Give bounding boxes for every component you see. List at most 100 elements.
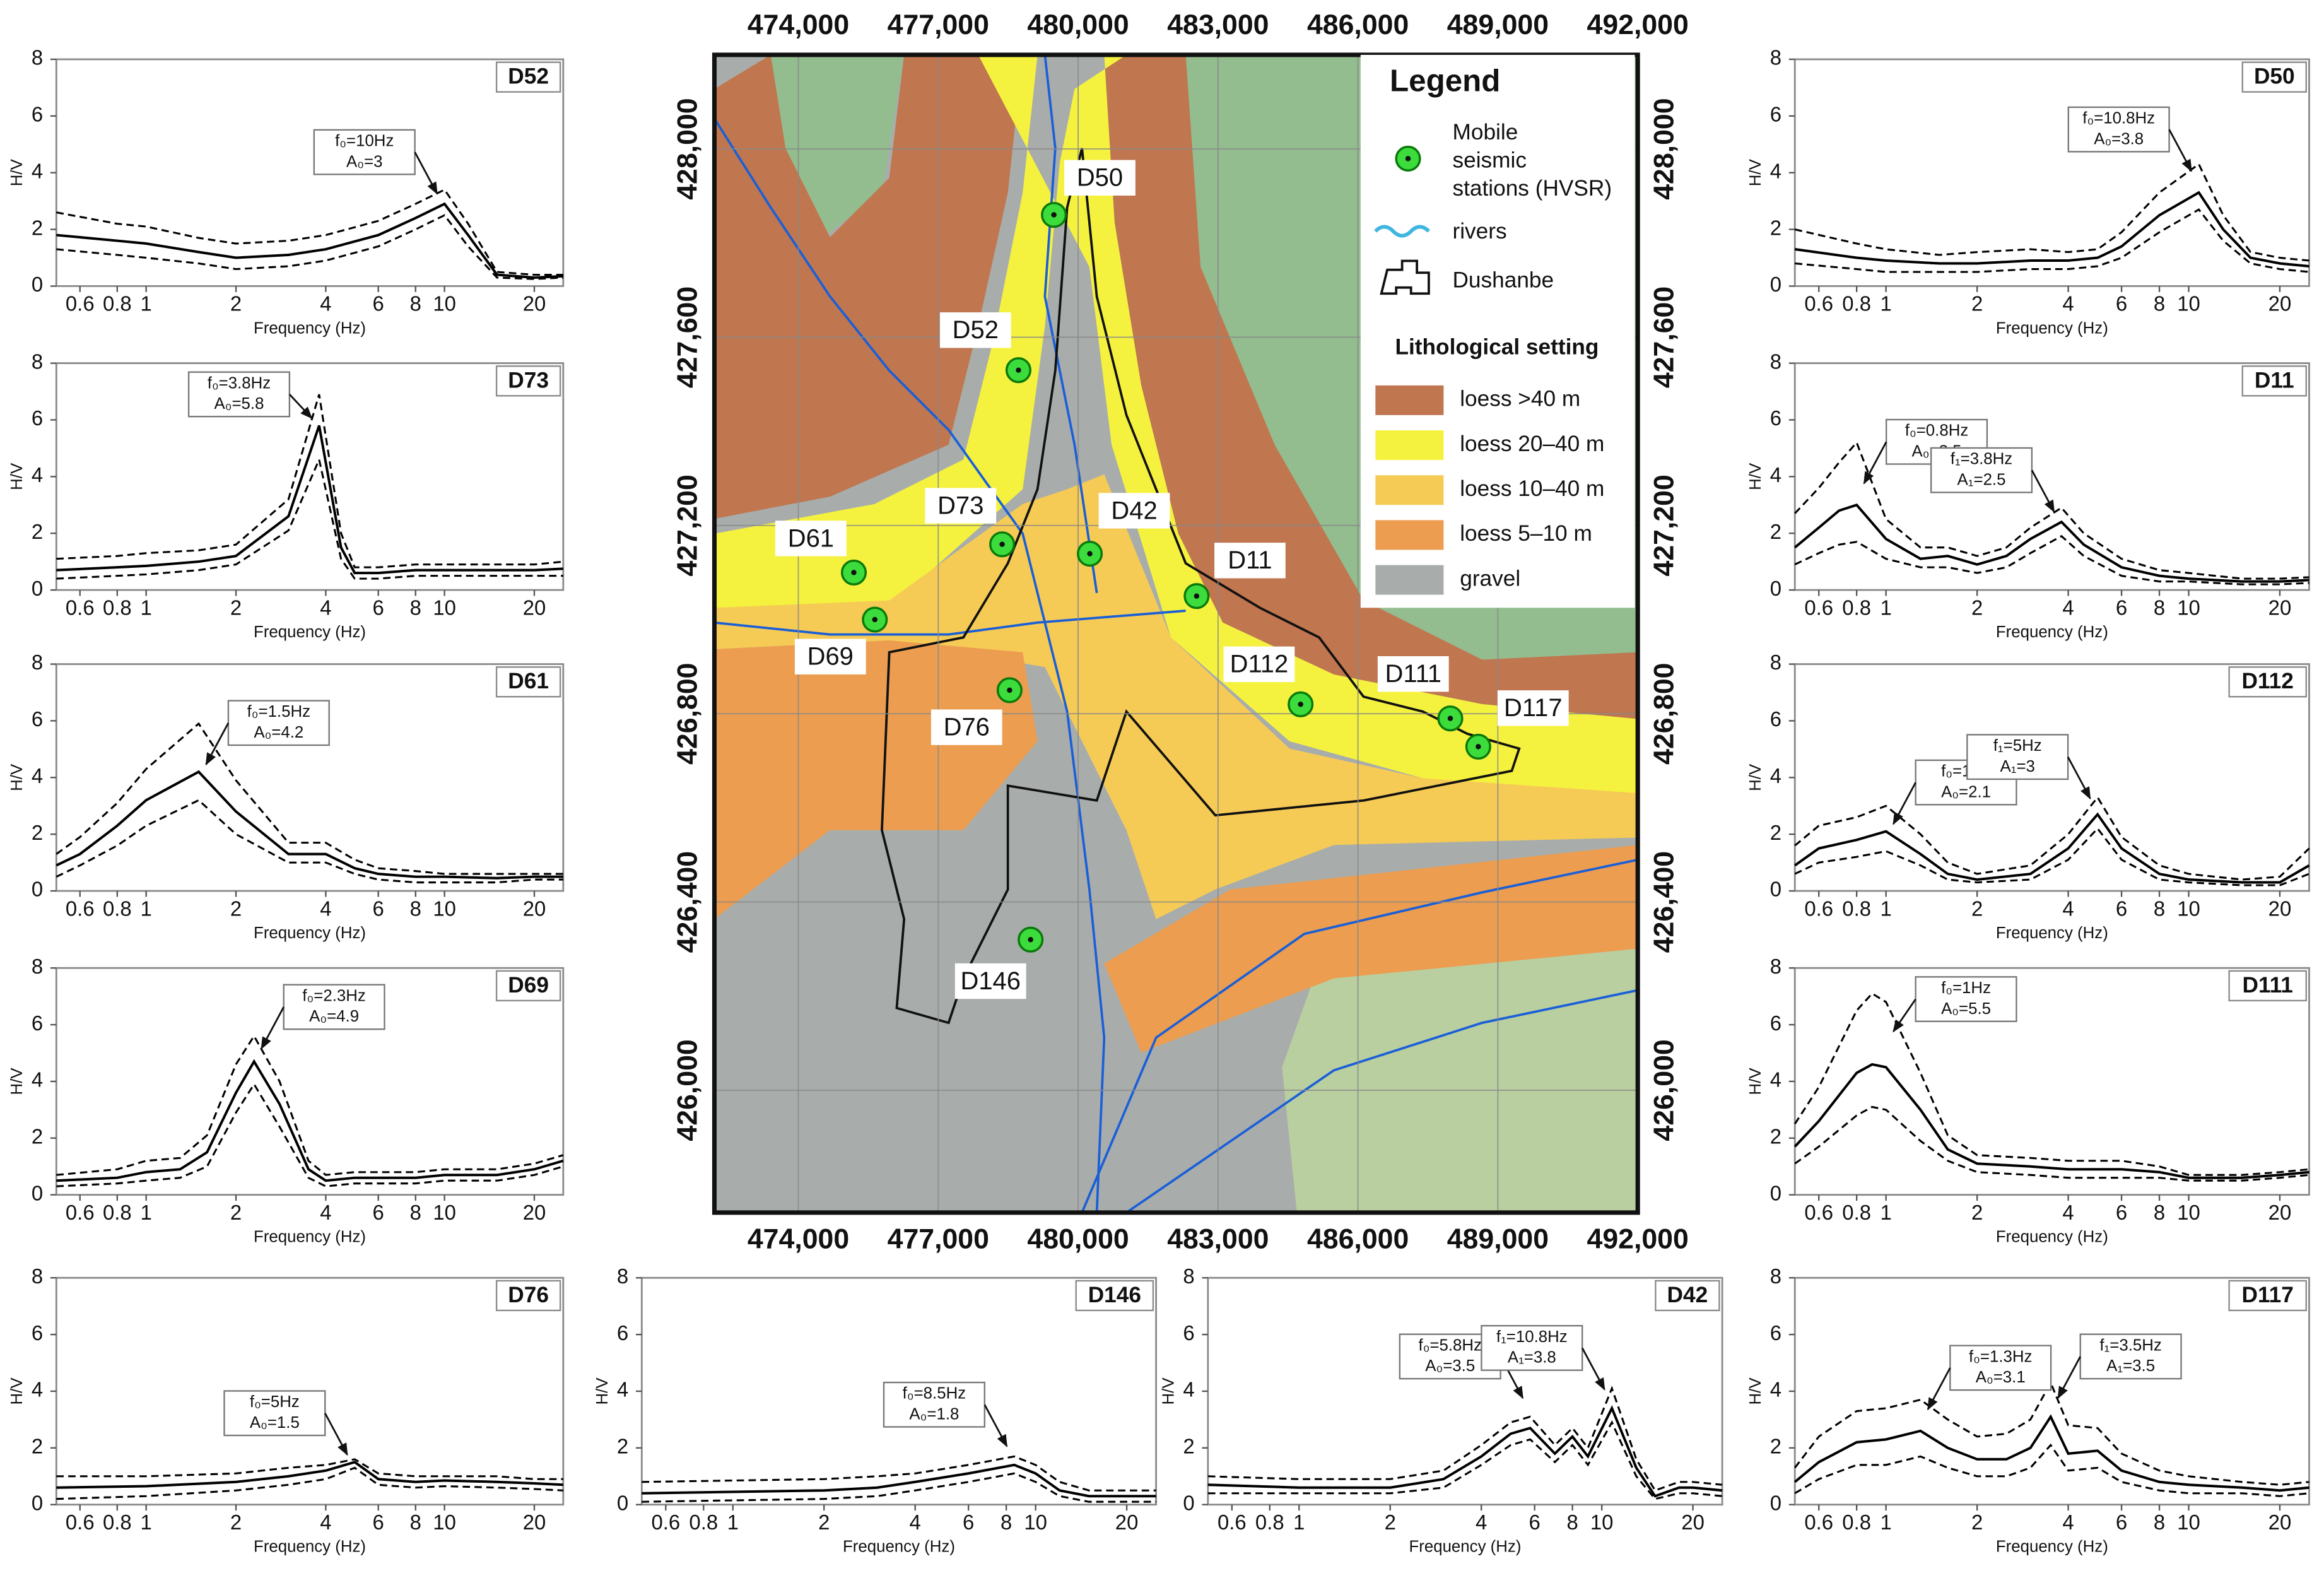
y-tick-label: 0 (1770, 1491, 1781, 1514)
mean-line (56, 770, 563, 880)
x-tick-label: 10 (433, 1510, 456, 1534)
station-dot (999, 541, 1005, 547)
legend-label: rivers (1452, 219, 1506, 244)
panel-title: D50 (2254, 64, 2295, 89)
annotation-arrow (324, 1413, 348, 1456)
x-tick-label: 0.6 (1804, 1510, 1833, 1534)
panel-title: D73 (508, 368, 549, 392)
x-tick-label: 0.8 (103, 1510, 132, 1534)
station-dot (1028, 937, 1033, 943)
legend-swatch (1375, 385, 1444, 415)
legend-label: loess >40 m (1460, 387, 1580, 411)
y-tick-label: 2 (1770, 216, 1781, 239)
station-label-box (954, 963, 1026, 999)
y-axis-label: H/V (1747, 1068, 1764, 1095)
x-tick-label: 1 (141, 1201, 152, 1224)
x-tick-label: 0.8 (103, 1201, 132, 1224)
y-axis-label: H/V (8, 462, 26, 490)
std-line (1794, 1380, 2309, 1486)
y-tick-label: 0 (617, 1491, 628, 1514)
annotation-label: f₀=1Hz (1941, 979, 1991, 997)
legend-swatch (1375, 520, 1444, 550)
x-tick-label: 20 (2268, 596, 2292, 619)
x-tick-label: 2 (818, 1510, 830, 1534)
x-tick-label: 20 (1115, 1510, 1139, 1534)
station-dot (851, 570, 857, 575)
panel-title-box (2228, 666, 2307, 698)
x-tick-label: 1 (141, 897, 152, 920)
annotation-box (313, 129, 416, 175)
y-axis-label: H/V (8, 1377, 26, 1405)
station-label-box (1098, 493, 1170, 529)
station-label-box (930, 709, 1002, 745)
x-tick-label: 0.8 (1842, 897, 1871, 920)
x-tick-label: 4 (2062, 292, 2074, 315)
x-tick-label: 489,000 (1447, 9, 1549, 40)
annotation-label: A₀=1.5 (250, 1414, 300, 1432)
x-tick-label: 0.8 (689, 1510, 718, 1534)
std-line (56, 1034, 564, 1176)
x-tick-label: 1 (1881, 1510, 1892, 1534)
x-tick-label: 4 (2062, 1201, 2074, 1224)
panel-title: D69 (508, 973, 549, 998)
y-tick-label: 6 (32, 707, 43, 731)
x-tick-label: 20 (523, 1510, 546, 1534)
y-tick-label: 0 (1770, 577, 1781, 600)
y-tick-label: 6 (32, 103, 43, 126)
x-tick-label: 2 (1971, 897, 1983, 920)
legend-label: Dushanbe (1452, 268, 1554, 293)
x-tick-label: 20 (523, 1201, 546, 1224)
x-axis-label: Frequency (Hz) (843, 1538, 955, 1556)
annotation-box (283, 984, 385, 1030)
station-dot (1447, 715, 1453, 721)
loess-area (714, 474, 1638, 919)
y-tick-label: 2 (1770, 1124, 1781, 1148)
x-tick-label: 20 (1681, 1510, 1705, 1534)
mean-line (56, 1461, 563, 1489)
x-tick-label: 10 (433, 897, 456, 920)
y-tick-label: 2 (32, 1435, 43, 1458)
station-label: D52 (953, 316, 999, 344)
x-tick-label: 2 (1971, 596, 1983, 619)
annotation-arrow (261, 1006, 285, 1050)
annotation-label: f₀=8.5Hz (903, 1385, 966, 1403)
std-line (1794, 440, 2309, 580)
x-tick-label: 4 (1476, 1510, 1487, 1534)
annotation-arrow (414, 151, 438, 195)
annotation-label: f₁=10.8Hz (1496, 1328, 1568, 1346)
y-tick-label: 2 (32, 520, 43, 543)
panel-title-box (2228, 1280, 2307, 1312)
y-axis-label: H/V (1747, 763, 1764, 791)
annotation-box (1949, 1345, 2052, 1391)
y-tick-label: 8 (32, 955, 43, 978)
x-tick-label: 0.6 (66, 1510, 95, 1534)
std-line (56, 722, 563, 875)
y-tick-label: 0 (1183, 1491, 1194, 1514)
std-line (56, 394, 563, 568)
plot-frame (1793, 1276, 2310, 1506)
panel-title: D117 (2242, 1283, 2294, 1307)
map-frame (712, 52, 1640, 1215)
std-line (56, 799, 563, 884)
x-tick-label: 8 (2154, 1510, 2165, 1534)
y-tick-label: 4 (1770, 159, 1781, 182)
station-label-box (1214, 543, 1286, 579)
x-axis-label: Frequency (Hz) (1996, 924, 2108, 942)
x-tick-label: 6 (1529, 1510, 1541, 1534)
panel-title: D76 (508, 1283, 549, 1307)
y-tick-label: 6 (1770, 406, 1781, 430)
station-dot (1016, 367, 1021, 373)
annotation-arrow (2057, 1356, 2081, 1399)
annotation-label: f₁=5Hz (1993, 737, 2042, 755)
x-tick-label: 2 (230, 897, 242, 920)
plot-frame (1793, 58, 2310, 287)
annotation-arrow (1863, 441, 1887, 485)
y-tick-label: 0 (1770, 1181, 1781, 1204)
loess-area (714, 54, 1023, 519)
x-tick-label: 6 (2116, 292, 2127, 315)
x-tick-label: 6 (373, 292, 384, 315)
x-tick-label: 0.6 (66, 596, 95, 619)
station-label-box (939, 312, 1011, 348)
panel-title: D112 (2242, 669, 2294, 693)
x-tick-label: 0.6 (1804, 897, 1833, 920)
